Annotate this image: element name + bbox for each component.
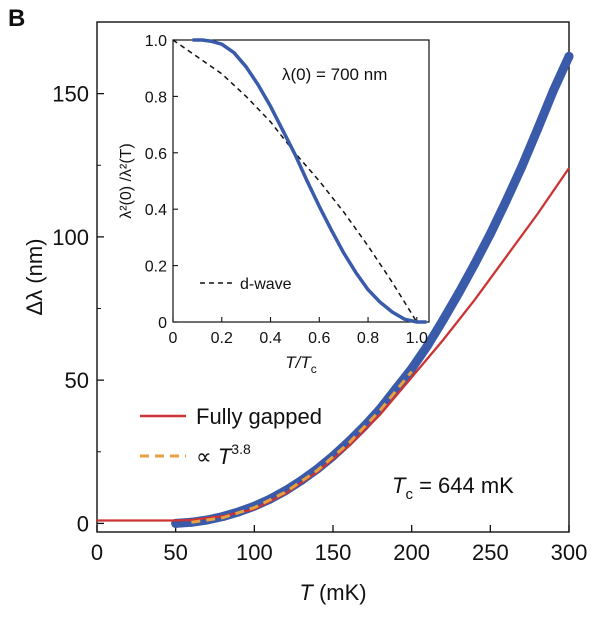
tc-value: = 644 mK [413, 473, 514, 498]
main-data-point [407, 364, 417, 374]
legend-power-law-symbol: T [218, 444, 233, 469]
main-x-tick-label: 250 [472, 540, 509, 565]
main-y-ticks: 0 50 100 150 [52, 82, 104, 536]
main-legend: Fully gapped ∝ T3.8 [140, 404, 322, 469]
legend-power-law-exponent: 3.8 [231, 441, 251, 457]
inset-y-tick-label: 0.6 [145, 146, 167, 163]
main-x-tick-label: 0 [91, 540, 103, 565]
main-data-point [564, 51, 574, 61]
tc-annotation: Tc = 644 mK [392, 473, 514, 503]
inset-x-tick-label: 1.0 [406, 330, 428, 347]
inset-legend: d-wave [200, 276, 292, 293]
inset-y-tick-label: 0.4 [145, 202, 167, 219]
main-x-tick-label: 50 [163, 540, 187, 565]
main-data-point [485, 229, 495, 239]
legend-label-power-law: ∝ T3.8 [196, 441, 251, 469]
inset-y-tick-label: 0.2 [145, 259, 167, 276]
main-y-tick-label: 150 [52, 82, 89, 107]
inset-series-group [172, 38, 427, 324]
tc-symbol: T [392, 473, 407, 498]
tc-subscript: c [405, 486, 413, 503]
inset-y-axis-label: λ²(0) /λ²(T) [118, 143, 135, 219]
main-x-axis-label: T (mK) [299, 580, 366, 605]
main-y-axis-label: Δλ (nm) [22, 238, 47, 315]
inset-d-wave-line [172, 39, 418, 323]
inset-x-tick-label: 0.2 [211, 330, 233, 347]
legend-label-fully-gapped: Fully gapped [196, 404, 322, 429]
main-x-ticks: 0 50 100 150 200 250 300 [91, 525, 587, 565]
main-data-point [454, 288, 464, 298]
main-data-point [470, 259, 480, 269]
main-data-point [517, 162, 527, 172]
main-series-group [97, 51, 574, 528]
main-x-axis-unit: (mK) [313, 580, 367, 605]
main-x-axis-symbol: T [299, 580, 314, 605]
inset-x-tick-label: 0.6 [308, 330, 330, 347]
inset-x-tick-label: 0.8 [357, 330, 379, 347]
inset-y-ticks: 0 0.2 0.4 0.6 0.8 1.0 [145, 33, 178, 332]
main-power-law-line [191, 370, 413, 524]
main-x-tick-label: 200 [393, 540, 430, 565]
main-data-point [548, 86, 558, 96]
inset-legend-label-d-wave: d-wave [240, 276, 292, 293]
inset-x-tick-label: 0.4 [259, 330, 281, 347]
inset-x-tick-label: 0 [169, 330, 178, 347]
main-x-tick-label: 100 [236, 540, 273, 565]
main-data-point [501, 196, 511, 206]
inset-y-tick-label: 0 [158, 315, 167, 332]
main-data-point [422, 341, 432, 351]
inset-x-ticks: 0 0.2 0.4 0.6 0.8 1.0 [169, 317, 428, 347]
inset-x-axis-label: T/Tc [285, 353, 317, 376]
inset-x-axis-text: T/T [285, 353, 312, 372]
panel-label: B [8, 5, 25, 32]
legend-power-law-prefix: ∝ [196, 444, 218, 469]
inset-annotation: λ(0) = 700 nm [282, 65, 387, 84]
main-x-tick-label: 300 [551, 540, 588, 565]
main-y-tick-label: 100 [52, 225, 89, 250]
inset-plot-frame [172, 39, 430, 323]
inset-data-curve [192, 38, 427, 324]
main-x-tick-label: 150 [315, 540, 352, 565]
main-y-tick-label: 0 [77, 511, 89, 536]
main-data-point [533, 124, 543, 134]
inset-y-tick-label: 1.0 [145, 33, 167, 50]
main-y-tick-label: 50 [65, 368, 89, 393]
main-fully-gapped-line [97, 167, 570, 522]
inset-y-tick-label: 0.8 [145, 89, 167, 106]
main-data-point [438, 315, 448, 325]
inset-x-axis-subscript: c [311, 362, 317, 376]
